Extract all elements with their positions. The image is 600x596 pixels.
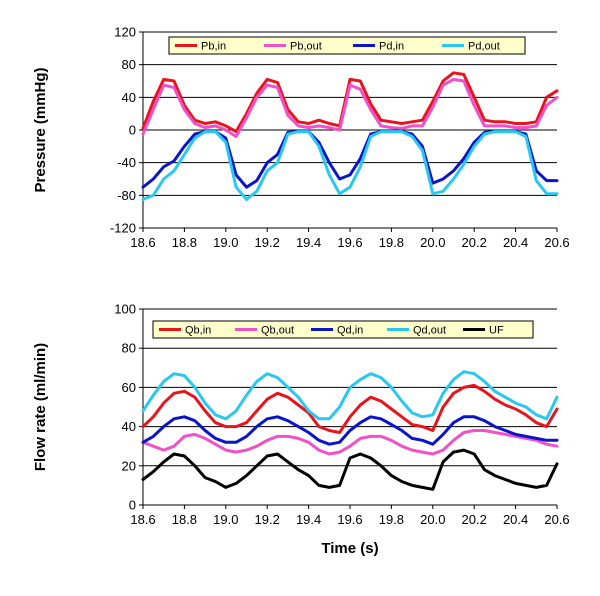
x-tick-label: 18.6 bbox=[130, 512, 155, 527]
legend-box bbox=[152, 320, 534, 339]
legend: Pb,in Pb,out Pd,in Pd,out bbox=[168, 36, 526, 55]
y-axis-label: Pressure (mmHg) bbox=[32, 67, 49, 192]
series-line-qb-in bbox=[141, 383, 559, 434]
x-tick-label: 19.0 bbox=[213, 235, 238, 250]
y-tick-label: 40 bbox=[122, 419, 136, 434]
series-line-qb-out bbox=[141, 429, 559, 456]
y-tick-label: 0 bbox=[129, 498, 136, 513]
x-tick-label: 20.6 bbox=[544, 235, 569, 250]
x-tick-label: 19.4 bbox=[296, 512, 321, 527]
x-tick-label: 19.8 bbox=[379, 512, 404, 527]
legend-entry: UF bbox=[489, 325, 504, 337]
x-tick-label: 19.2 bbox=[255, 235, 280, 250]
series-line-uf bbox=[141, 448, 559, 491]
y-tick-label: 120 bbox=[114, 25, 136, 40]
series-line-pd-in bbox=[141, 130, 559, 189]
legend-entry: Pb,in bbox=[201, 41, 226, 53]
chart-2: 0 20 40 60 80 100 18.6 18.8 19.0 19.2 19.4 19.6 19.8… bbox=[32, 302, 570, 558]
x-tick-label: 20.0 bbox=[420, 512, 445, 527]
chart-1: -120 -80 -40 0 40 80 120 18.6 18.8 19.0 19.2 19.4 19… bbox=[32, 25, 570, 251]
x-tick-label: 19.2 bbox=[255, 512, 280, 527]
legend-entry: Qb,in bbox=[185, 325, 211, 337]
x-tick-label: 20.6 bbox=[544, 512, 569, 527]
x-tick-label: 19.4 bbox=[296, 235, 321, 250]
x-tick-label: 18.6 bbox=[130, 235, 155, 250]
x-tick-label: 20.2 bbox=[462, 235, 487, 250]
x-tick-label: 19.6 bbox=[337, 235, 362, 250]
y-tick-label: 40 bbox=[122, 90, 136, 105]
legend-entry: Pd,out bbox=[468, 41, 500, 53]
series-line-qd-out bbox=[141, 370, 559, 421]
x-tick-label: 18.8 bbox=[172, 512, 197, 527]
x-tick-label: 20.4 bbox=[503, 512, 528, 527]
x-tick-label: 20.0 bbox=[420, 235, 445, 250]
y-tick-label: 0 bbox=[129, 123, 136, 138]
y-tick-label: 80 bbox=[122, 57, 136, 72]
y-tick-label: 60 bbox=[122, 380, 136, 395]
legend-entry: Qd,in bbox=[337, 325, 363, 337]
legend: Qb,in Qb,out Qd,in Qd,out UF bbox=[152, 320, 534, 339]
y-tick-label: 80 bbox=[122, 341, 136, 356]
legend-box bbox=[168, 36, 526, 55]
x-tick-label: 19.8 bbox=[379, 235, 404, 250]
y-tick-label: 20 bbox=[122, 458, 136, 473]
legend-entry: Qb,out bbox=[261, 325, 294, 337]
legend-entry: Qd,out bbox=[413, 325, 446, 337]
x-axis-label: Time (s) bbox=[321, 540, 378, 557]
legend-entry: Pd,in bbox=[379, 41, 404, 53]
series-line-pb-in bbox=[141, 71, 559, 134]
y-axis-label: Flow rate (ml/min) bbox=[32, 343, 49, 471]
series-line-pd-out bbox=[141, 130, 559, 201]
x-tick-label: 19.6 bbox=[337, 512, 362, 527]
y-tick-label: -40 bbox=[117, 155, 136, 170]
x-tick-label: 19.0 bbox=[213, 512, 238, 527]
legend-entry: Pb,out bbox=[290, 41, 322, 53]
x-tick-label: 20.4 bbox=[503, 235, 528, 250]
y-tick-label: -120 bbox=[110, 221, 136, 236]
y-tick-label: 100 bbox=[114, 302, 136, 317]
series-line-qd-in bbox=[141, 415, 559, 446]
x-tick-label: 18.8 bbox=[172, 235, 197, 250]
x-tick-label: 20.2 bbox=[462, 512, 487, 527]
series-line-pb-out bbox=[141, 77, 559, 138]
y-tick-label: -80 bbox=[117, 188, 136, 203]
